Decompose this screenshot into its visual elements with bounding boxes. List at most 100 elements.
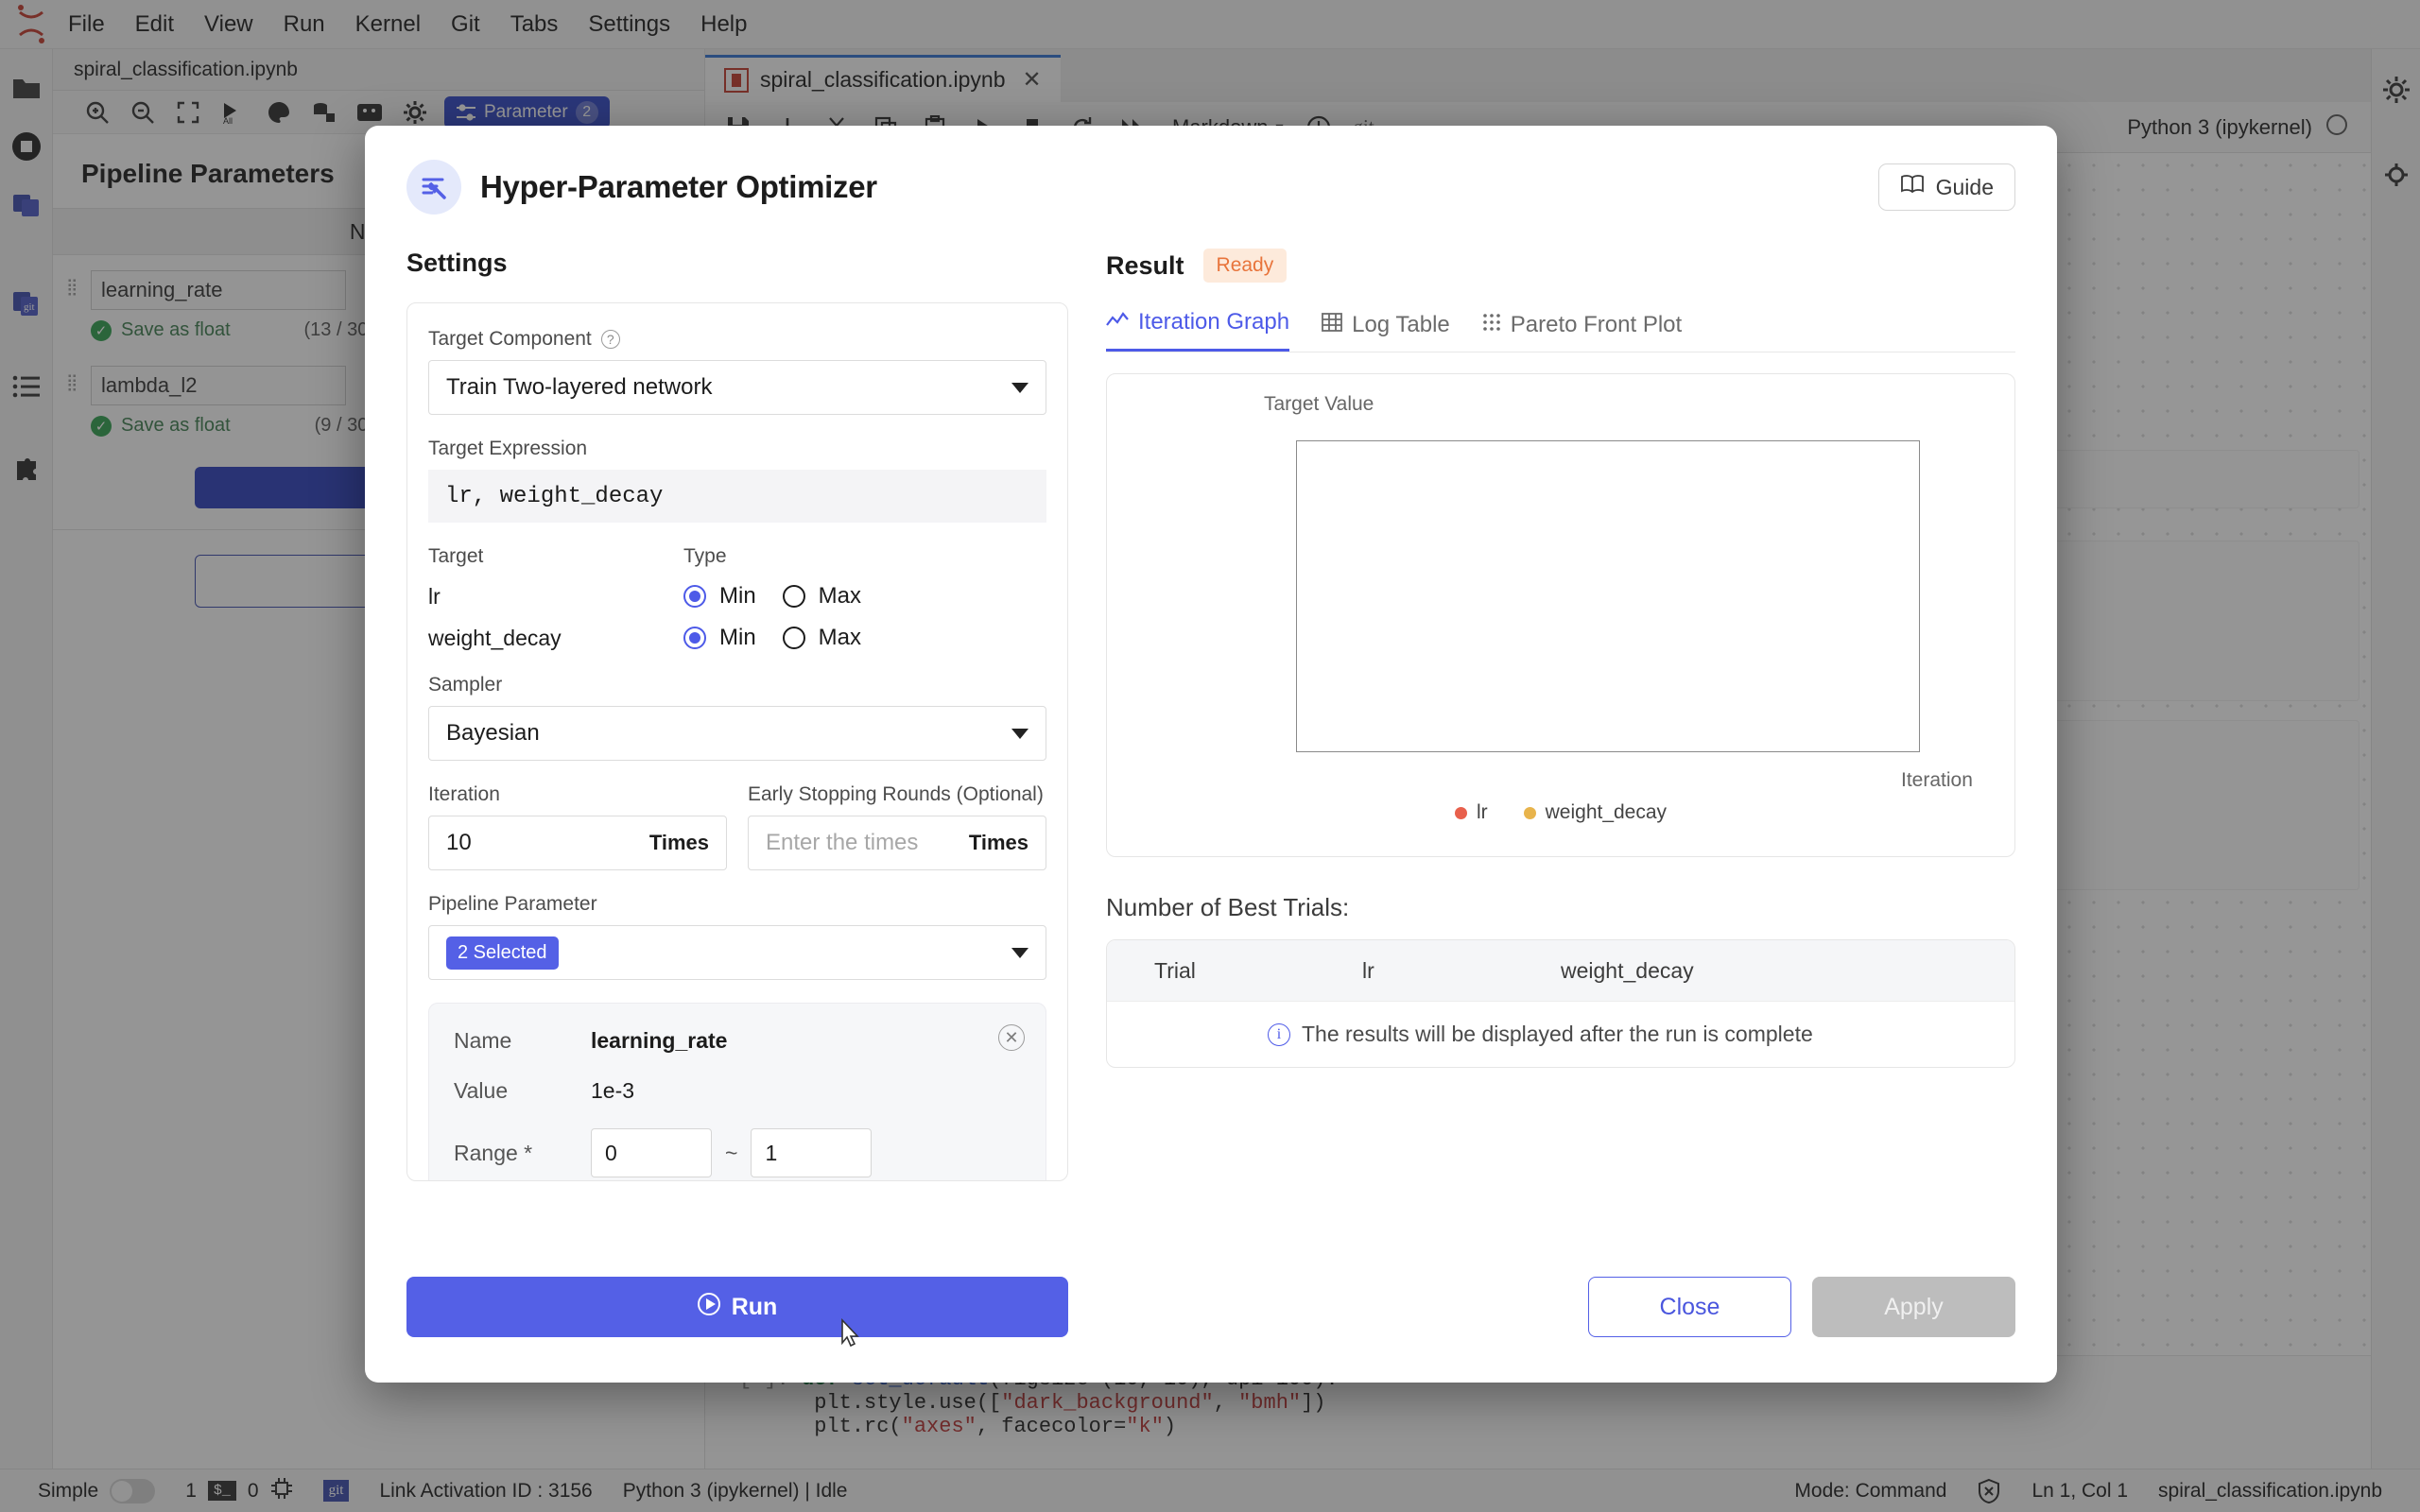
help-icon[interactable]: ? [600,330,620,349]
close-icon[interactable]: ✕ [1022,67,1042,93]
menu-tabs[interactable]: Tabs [510,10,559,37]
target-component-select[interactable]: Train Two-layered network [428,360,1046,415]
status-bar: Simple 1 $_ 0 git Link Activation ID : 3… [0,1469,2420,1512]
table-header-weight-decay: weight_decay [1561,957,1694,983]
range-min-input[interactable]: 0 [591,1128,712,1177]
kernel-status[interactable]: Python 3 (ipykernel) | Idle [608,1480,863,1503]
dialog-title: Hyper-Parameter Optimizer [480,169,877,204]
simple-mode-toggle[interactable] [110,1478,156,1503]
shield-icon[interactable] [1962,1478,2016,1504]
radio-max-lr[interactable] [782,585,805,608]
zoom-out-icon[interactable] [127,96,159,129]
menu-settings[interactable]: Settings [588,10,671,37]
run-all-icon[interactable]: All [217,96,250,129]
early-stopping-label: Early Stopping Rounds (Optional) [748,783,1044,805]
target-component-label-text: Target Component [428,328,592,350]
result-header: Result Ready [1106,249,2015,283]
iteration-label: Iteration [428,783,500,805]
result-title: Result [1106,250,1184,280]
kernel-name: Python 3 (ipykernel) [2127,114,2312,139]
check-icon: ✓ [91,319,112,341]
mouse-cursor [839,1317,864,1352]
range-max-input[interactable]: 1 [751,1128,873,1177]
drag-handle-icon[interactable]: ⣿ [66,278,79,296]
menu-kernel[interactable]: Kernel [354,10,422,37]
remove-parameter-icon[interactable]: ✕ [998,1024,1025,1051]
pipeline-parameter-label: Pipeline Parameter [428,893,597,915]
tab-iteration-graph[interactable]: Iteration Graph [1106,309,1290,352]
legend-item-weight-decay[interactable]: weight_decay [1523,801,1667,824]
palette-icon[interactable] [263,96,295,129]
chevron-down-icon [1011,947,1028,958]
optimizer-icon [406,160,461,215]
toc-icon[interactable] [2,357,51,416]
parameter-name-input[interactable]: lambda_l2 [91,366,346,405]
tab-pareto-front-plot-label: Pareto Front Plot [1510,312,1683,337]
left-panel-tab-title[interactable]: spiral_classification.ipynb [53,49,704,91]
folder-icon[interactable] [2,59,51,117]
zoom-in-icon[interactable] [81,96,113,129]
close-button[interactable]: Close [1588,1277,1791,1337]
radio-max-weight-decay-label: Max [818,625,862,650]
range-separator: ~ [725,1140,738,1165]
cursor-position: Ln 1, Col 1 [2016,1480,2143,1503]
menu-run[interactable]: Run [283,10,325,37]
extensions-icon[interactable] [2,440,51,499]
drag-handle-icon[interactable]: ⣿ [66,373,79,391]
data-clean-icon[interactable] [308,96,340,129]
radio-min-lr[interactable] [683,585,706,608]
menu-help[interactable]: Help [700,10,748,37]
menu-edit[interactable]: Edit [134,10,175,37]
kernel-count: 0 [247,1479,259,1502]
sampler-select[interactable]: Bayesian [428,706,1046,761]
target-expression-field[interactable]: lr, weight_decay [428,470,1046,523]
pipeline-parameters-heading: Pipeline Parameters [81,159,335,188]
tab-log-table[interactable]: Log Table [1322,312,1450,352]
early-stopping-input[interactable]: Enter the times Times [748,816,1046,870]
terminal-count: 1 [185,1479,197,1502]
guide-button[interactable]: Guide [1877,163,2015,211]
pipeline-icon[interactable] [2,176,51,234]
notebook-tab[interactable]: spiral_classification.ipynb ✕ [705,55,1061,102]
running-kernels-icon[interactable] [2,117,51,176]
radio-min-weight-decay[interactable] [683,627,706,649]
git-icon[interactable]: git [322,1480,350,1502]
parameter-button[interactable]: Parameter 2 [444,95,610,129]
settings-title: Settings [406,249,508,277]
iteration-input[interactable]: 10 Times [428,816,727,870]
apply-button: Apply [1812,1277,2015,1337]
legend-item-lr[interactable]: lr [1454,801,1488,824]
radio-min-weight-decay-label: Min [719,625,756,650]
property-inspector-icon[interactable] [2372,60,2420,119]
parameter-name-input[interactable]: learning_rate [91,270,346,310]
chart-plot-area[interactable] [1296,440,1920,752]
table-icon [1322,312,1342,338]
target-name: lr [428,583,441,609]
debugger-icon[interactable] [2372,146,2420,204]
cpu-icon [270,1477,293,1505]
git-panel-icon[interactable]: git [2,274,51,333]
add-parameter-button[interactable] [195,467,374,508]
terminal-icon: $_ [207,1481,236,1501]
gear-icon[interactable] [399,96,431,129]
run-button[interactable]: Run [406,1277,1068,1337]
fit-screen-icon[interactable] [172,96,204,129]
param-range-label: Range * [454,1140,533,1165]
book-icon [1900,174,1925,200]
parameter-button-label: Parameter [484,101,568,122]
target-type-grid: Target Type lr Min Max [428,545,1046,651]
menu-file[interactable]: File [68,10,105,37]
kernel-indicator: Python 3 (ipykernel) [2127,113,2371,142]
menu-view[interactable]: View [204,10,253,37]
pipeline-parameter-select[interactable]: 2 Selected [428,925,1046,980]
tab-pareto-front-plot[interactable]: Pareto Front Plot [1482,312,1682,352]
table-header-trial: Trial [1154,957,1196,983]
legend-label-lr: lr [1476,801,1488,823]
terminal-icon[interactable] [354,96,386,129]
early-stopping-unit: Times [968,831,1028,854]
chevron-down-icon [1011,382,1028,393]
menu-git[interactable]: Git [451,10,480,37]
legend-dot-weight-decay [1523,806,1536,819]
radio-max-weight-decay[interactable] [782,627,805,649]
target-name: weight_decay [428,625,562,650]
